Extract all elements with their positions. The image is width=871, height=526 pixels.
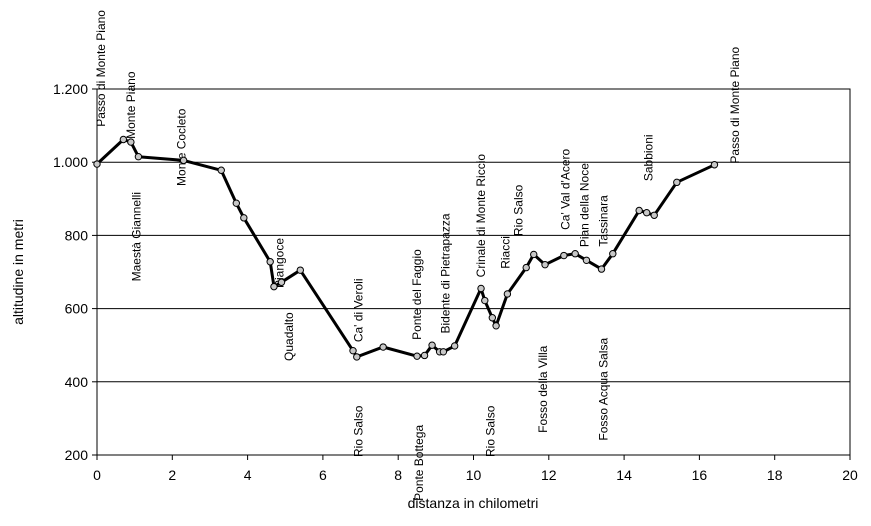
- x-tick-label: 4: [244, 467, 252, 483]
- x-tick-label: 8: [394, 467, 402, 483]
- place-label: Quadalto: [282, 312, 296, 361]
- data-point: [232, 199, 241, 207]
- y-tick-label: 1.200: [53, 81, 88, 97]
- y-tick-label: 400: [65, 374, 89, 390]
- profile-points: [93, 135, 719, 361]
- data-point: [642, 209, 651, 217]
- place-label: Monte Piano: [124, 71, 138, 139]
- place-label: Rio Salso: [512, 184, 526, 236]
- place-label: Crinale di Monte Riccio: [474, 154, 488, 278]
- data-point: [481, 296, 489, 305]
- data-point: [134, 153, 143, 161]
- data-point: [93, 160, 101, 168]
- data-point: [270, 282, 278, 291]
- data-point: [522, 263, 530, 272]
- x-tick-label: 6: [319, 467, 327, 483]
- y-tick-label: 800: [65, 227, 89, 243]
- place-label: Fosso della Villa: [536, 345, 550, 432]
- data-point: [240, 214, 248, 222]
- place-label: Piangoce: [273, 238, 287, 288]
- y-axis-title: altitudine in metri: [10, 219, 26, 325]
- place-label: Rio Salso: [483, 405, 497, 457]
- data-point: [127, 138, 135, 146]
- data-point: [266, 258, 274, 266]
- data-point: [119, 135, 128, 144]
- data-point: [541, 260, 549, 269]
- data-point: [413, 352, 421, 360]
- x-axis-title: distanza in chilometri: [408, 495, 539, 511]
- elevation-line: [95, 138, 716, 359]
- x-tick-label: 20: [842, 467, 858, 483]
- place-label: Bidente di Pietrapazza: [438, 213, 452, 333]
- data-point: [379, 343, 387, 351]
- data-point: [477, 284, 485, 293]
- data-point: [277, 278, 286, 286]
- profile-line: [95, 138, 716, 359]
- x-tick-label: 2: [168, 467, 176, 483]
- place-label: Fosso Acqua Salsa: [596, 338, 610, 441]
- y-tick-label: 1.000: [53, 154, 88, 170]
- data-point: [450, 342, 459, 350]
- data-point: [530, 250, 538, 259]
- place-labels: Passo di Monte Piano Monte Piano Maestà Gi…: [94, 10, 742, 501]
- data-point: [428, 341, 436, 349]
- place-label: Maestà Giannelli: [130, 192, 144, 281]
- data-point: [420, 351, 429, 360]
- place-label: Monte Cocleto: [175, 108, 189, 186]
- place-label: Rio Salso: [352, 405, 366, 457]
- place-label: Ponte del Faggio: [410, 249, 424, 340]
- data-point: [353, 353, 361, 361]
- data-point: [650, 211, 658, 219]
- data-point: [492, 322, 500, 330]
- x-tick-label: 12: [541, 467, 557, 483]
- gridlines: [97, 161, 850, 383]
- x-tick-label: 16: [692, 467, 708, 483]
- data-point: [349, 346, 357, 355]
- x-tick-label: 0: [93, 467, 101, 483]
- axis-ticks: 200 400 600 800 1.000 1.200 0 2 4 6 8 10 12 14 16 18 20: [53, 81, 858, 483]
- place-label: Sabbioni: [642, 134, 656, 181]
- data-point: [582, 256, 591, 264]
- x-tick-label: 14: [616, 467, 632, 483]
- data-point: [710, 161, 719, 169]
- place-label: Ca' Val d'Acero: [559, 149, 573, 230]
- place-label: Riacci: [499, 236, 513, 269]
- data-point: [179, 156, 188, 165]
- x-tick-label: 10: [466, 467, 482, 483]
- place-label: Passo di Monte Piano: [94, 10, 108, 127]
- x-tick-label: 18: [767, 467, 783, 483]
- place-label: Ponte Bottega: [412, 425, 426, 501]
- data-point: [488, 314, 497, 322]
- place-label: Pian della Noce: [578, 163, 592, 247]
- data-point: [635, 206, 643, 215]
- data-point: [503, 290, 512, 298]
- data-point: [673, 178, 681, 187]
- data-point: [439, 348, 448, 356]
- y-tick-label: 200: [65, 447, 89, 463]
- data-point: [217, 166, 225, 174]
- data-point: [560, 251, 568, 260]
- place-label: Tassinara: [596, 195, 610, 247]
- place-label: Ca' di Veroli: [352, 279, 366, 343]
- place-label: Passo di Monte Piano: [728, 47, 742, 164]
- data-point: [609, 250, 617, 258]
- y-tick-label: 600: [65, 301, 89, 317]
- data-point: [296, 266, 305, 274]
- data-point: [571, 250, 579, 258]
- data-point: [597, 265, 606, 273]
